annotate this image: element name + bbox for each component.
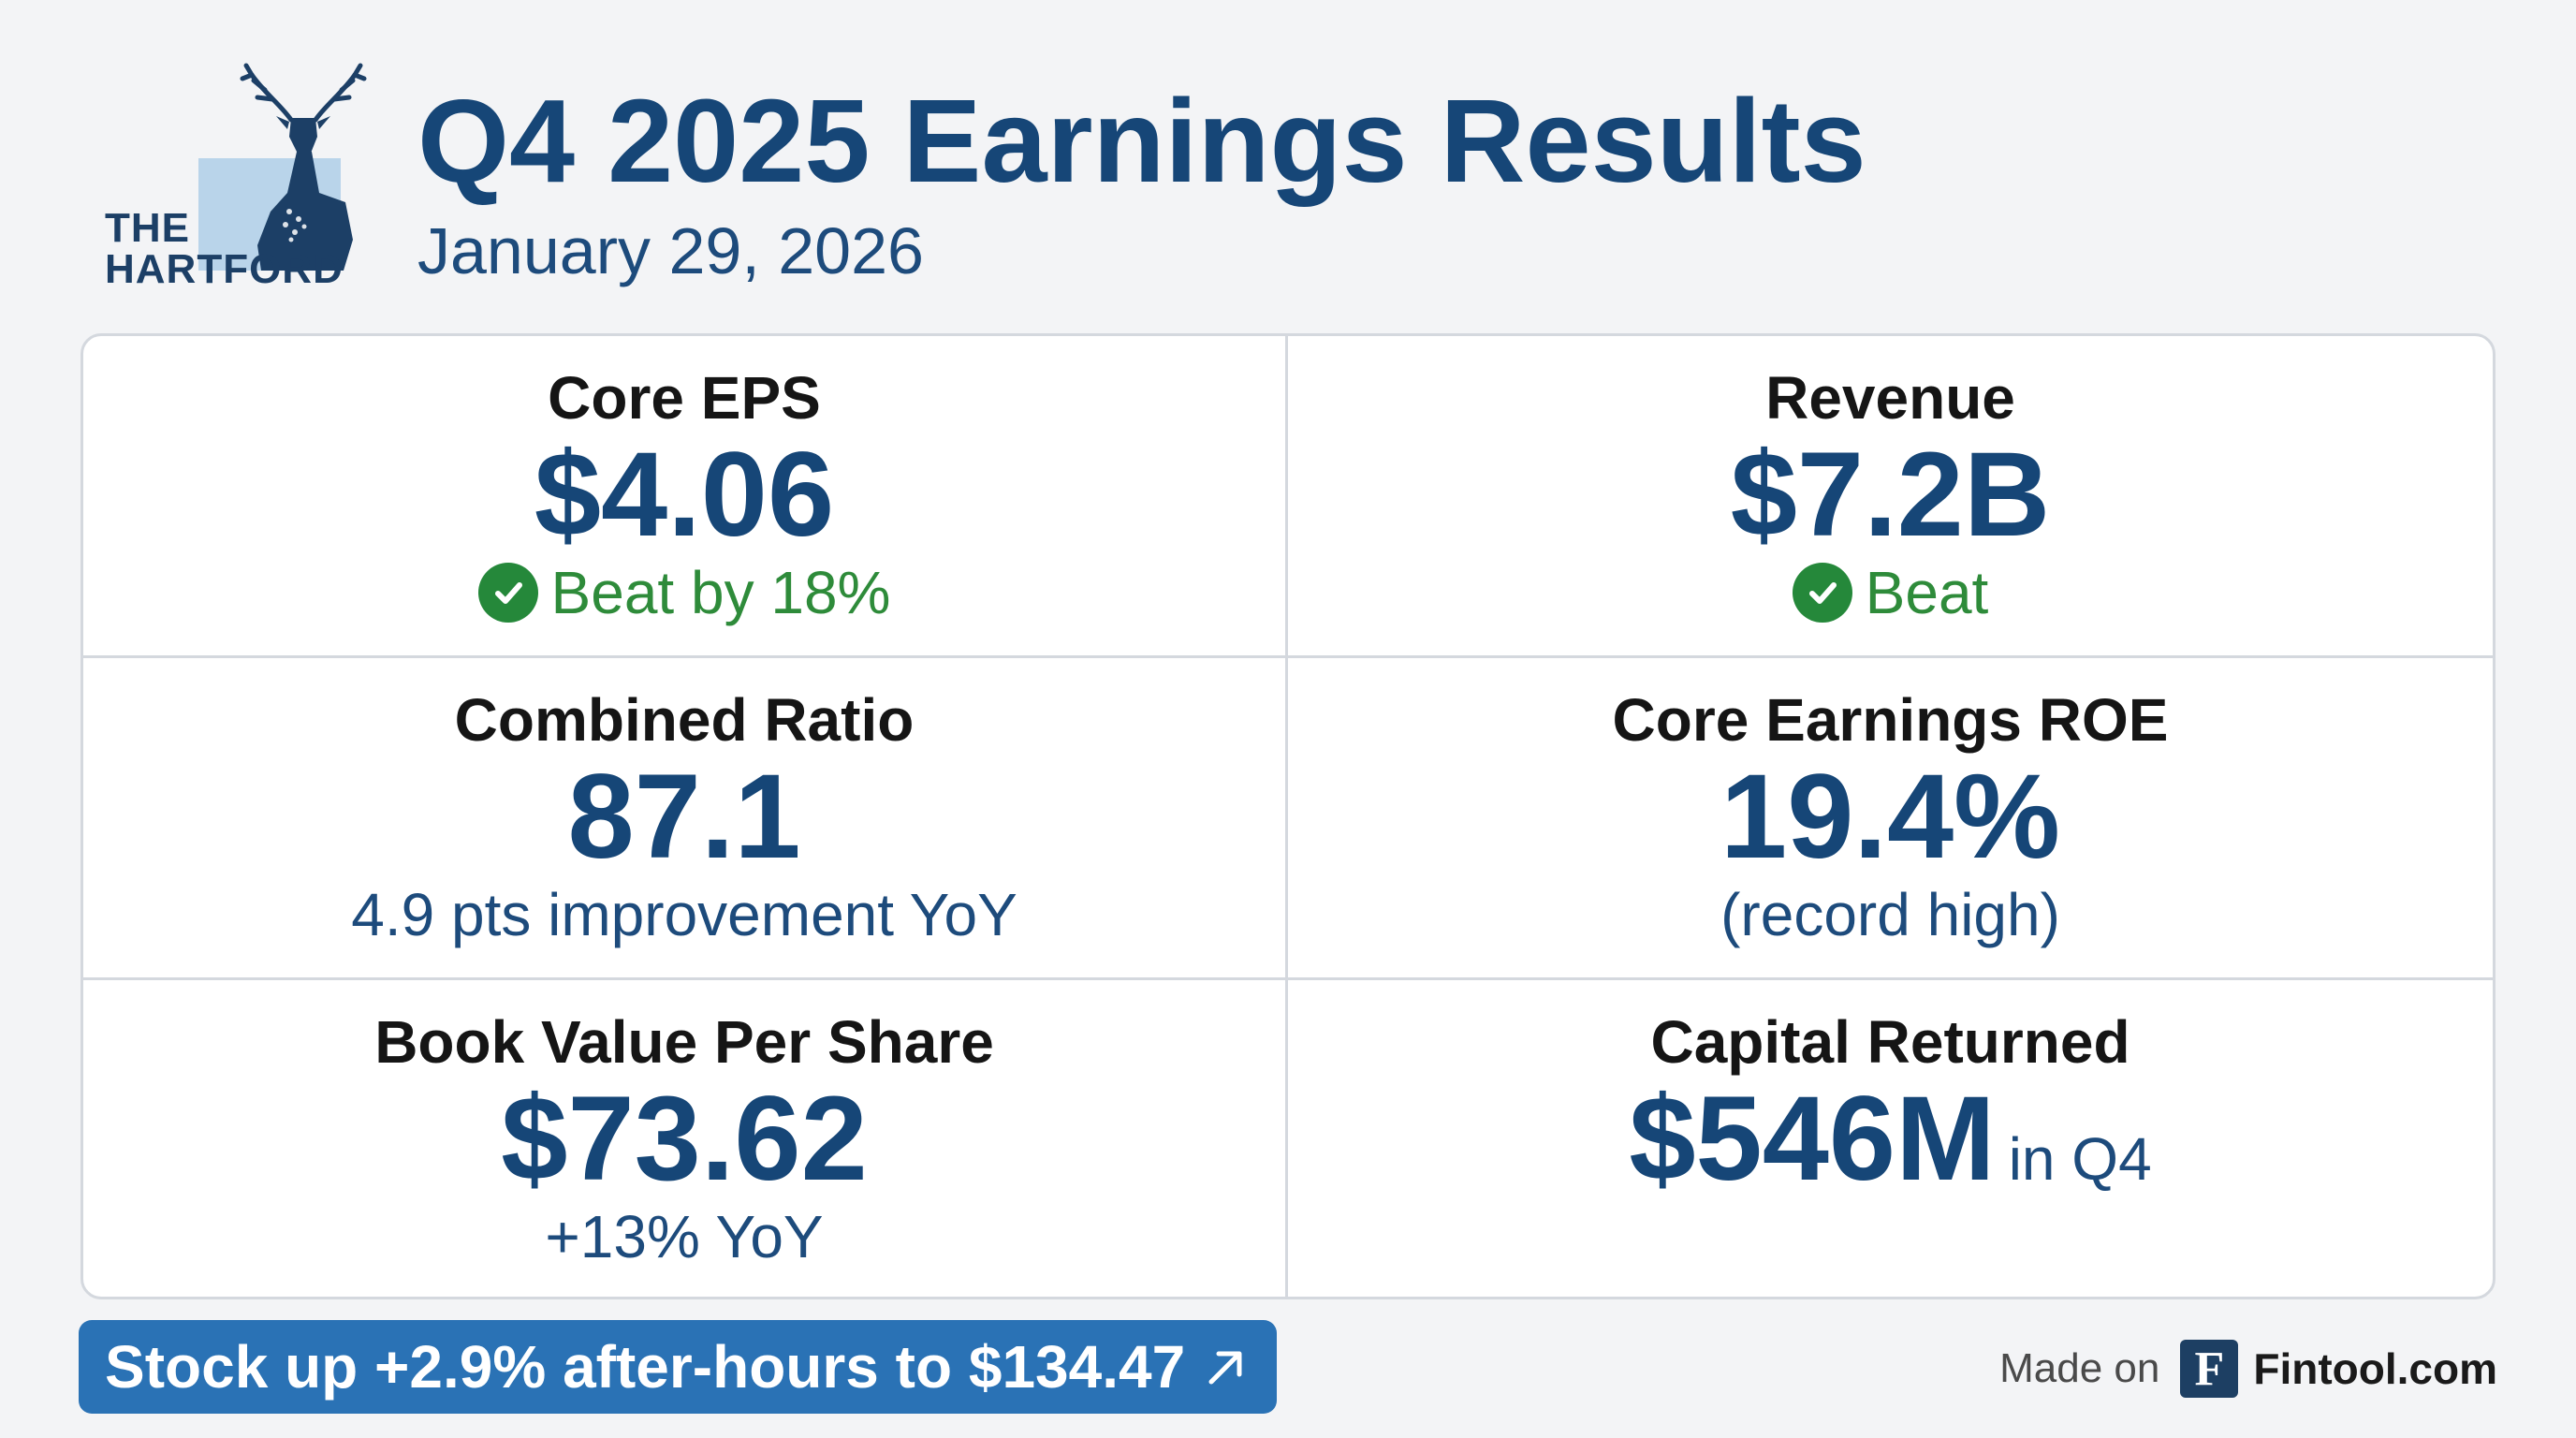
logo-wordmark: THE HARTFORD — [105, 208, 344, 290]
metric-value: 87.1 — [567, 750, 801, 884]
metric-label: Capital Returned — [1650, 1008, 2130, 1076]
metrics-grid: Core EPS $4.06 Beat by 18% Revenue $7.2B… — [80, 333, 2496, 1299]
metric-value-row: $546M in Q4 — [1629, 1078, 2151, 1221]
stock-move-text: Stock up +2.9% after-hours to $134.47 — [105, 1333, 1186, 1401]
metric-note: (record high) — [1720, 881, 2060, 948]
metric-book-value-per-share: Book Value Per Share $73.62 +13% YoY — [83, 980, 1288, 1297]
hartford-logo: THE HARTFORD — [97, 62, 369, 305]
metric-core-earnings-roe: Core Earnings ROE 19.4% (record high) — [1288, 658, 2493, 980]
metric-core-eps: Core EPS $4.06 Beat by 18% — [83, 336, 1288, 658]
metric-label: Core EPS — [548, 364, 821, 432]
metric-label: Core Earnings ROE — [1612, 686, 2169, 754]
stock-move-badge: Stock up +2.9% after-hours to $134.47 — [79, 1320, 1278, 1414]
metric-note: 4.9 pts improvement YoY — [351, 881, 1017, 948]
metric-note-text: Beat — [1865, 559, 1989, 626]
metric-value: $73.62 — [501, 1072, 868, 1206]
metric-note: +13% YoY — [545, 1203, 824, 1270]
arrow-up-right-icon — [1202, 1343, 1251, 1391]
check-circle-icon — [1792, 563, 1852, 623]
metric-value-suffix: in Q4 — [2008, 1125, 2152, 1193]
metric-note-text: Beat by 18% — [550, 559, 891, 626]
logo-line-the: THE — [105, 205, 190, 251]
metric-revenue: Revenue $7.2B Beat — [1288, 336, 2493, 658]
metric-combined-ratio: Combined Ratio 87.1 4.9 pts improvement … — [83, 658, 1288, 980]
page-title: Q4 2025 Earnings Results — [417, 75, 1866, 207]
fintool-logo-icon: F — [2180, 1340, 2239, 1398]
check-circle-icon — [477, 563, 538, 623]
metric-label: Book Value Per Share — [374, 1008, 994, 1076]
report-date: January 29, 2026 — [417, 214, 924, 287]
metric-label: Revenue — [1765, 364, 2015, 432]
fintool-link[interactable]: Fintool.com — [2253, 1344, 2497, 1393]
metric-value: $4.06 — [534, 428, 835, 562]
made-on-fintool[interactable]: Made on F Fintool.com — [1999, 1333, 2497, 1404]
metric-note: Beat by 18% — [477, 557, 891, 628]
metric-note: Beat — [1792, 557, 1989, 628]
made-on-label: Made on — [1999, 1345, 2160, 1391]
metric-value: $7.2B — [1730, 428, 2051, 562]
metric-value: 19.4% — [1720, 750, 2060, 884]
stag-icon — [240, 63, 367, 271]
metric-value: $546M — [1629, 1072, 1996, 1206]
logo-line-hartford: HARTFORD — [105, 246, 344, 292]
metric-label: Combined Ratio — [454, 686, 915, 754]
metric-capital-returned: Capital Returned $546M in Q4 — [1288, 980, 2493, 1297]
